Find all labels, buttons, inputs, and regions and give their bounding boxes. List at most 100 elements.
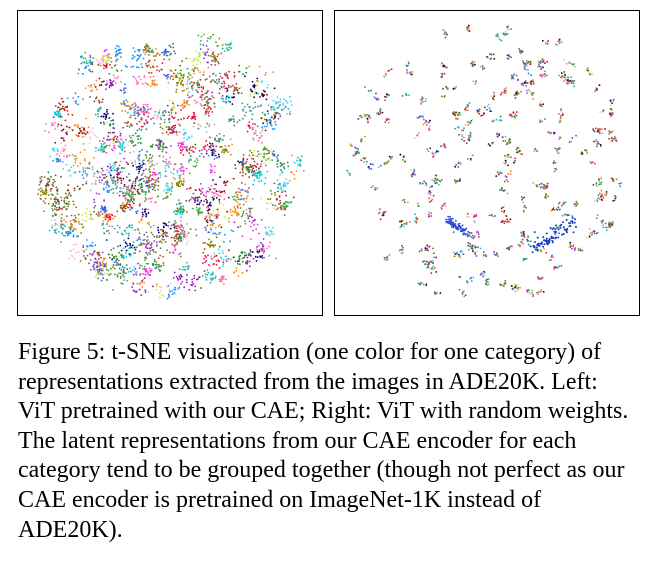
tsne-point — [119, 134, 122, 137]
tsne-point — [53, 113, 56, 116]
tsne-point — [180, 108, 183, 111]
tsne-point — [105, 60, 108, 63]
tsne-point — [466, 121, 469, 123]
tsne-point — [227, 258, 230, 261]
tsne-point — [142, 213, 144, 216]
tsne-point — [123, 279, 126, 282]
tsne-point — [128, 253, 131, 256]
tsne-point — [147, 64, 150, 67]
tsne-point — [282, 189, 285, 192]
tsne-point — [178, 203, 181, 206]
tsne-point — [121, 148, 124, 151]
tsne-point — [82, 177, 85, 180]
tsne-point — [210, 108, 212, 111]
tsne-point — [129, 247, 131, 250]
tsne-point — [248, 260, 251, 263]
tsne-point — [136, 135, 139, 138]
tsne-point — [179, 64, 182, 67]
tsne-point — [232, 115, 235, 118]
tsne-point — [59, 150, 62, 152]
tsne-point — [210, 228, 212, 231]
tsne-point — [147, 83, 150, 86]
tsne-point — [231, 195, 234, 198]
tsne-point — [207, 54, 210, 57]
tsne-point — [52, 202, 55, 205]
tsne-point — [122, 192, 124, 195]
tsne-point — [193, 277, 196, 280]
tsne-point — [93, 268, 96, 271]
tsne-point — [82, 168, 85, 171]
tsne-point — [258, 170, 261, 173]
tsne-point — [97, 214, 99, 217]
tsne-point — [100, 144, 103, 146]
tsne-point — [207, 114, 210, 117]
tsne-point — [203, 270, 206, 273]
tsne-point — [442, 204, 445, 206]
tsne-point — [90, 218, 93, 221]
tsne-point — [80, 130, 83, 132]
tsne-point — [168, 288, 171, 291]
tsne-point — [128, 135, 131, 137]
tsne-point — [82, 130, 85, 132]
tsne-point — [107, 269, 110, 272]
tsne-point — [211, 79, 214, 81]
tsne-point — [226, 49, 229, 52]
tsne-point — [207, 48, 210, 51]
tsne-point — [245, 208, 248, 211]
tsne-point — [519, 244, 521, 246]
tsne-point — [112, 176, 115, 179]
tsne-point — [129, 116, 132, 119]
tsne-point — [98, 140, 101, 143]
tsne-point — [138, 75, 141, 78]
tsne-point — [98, 84, 101, 87]
tsne-point — [155, 47, 157, 50]
tsne-point — [272, 226, 274, 229]
tsne-point — [105, 54, 108, 57]
tsne-point — [189, 198, 192, 201]
tsne-point — [157, 231, 160, 234]
tsne-point — [116, 176, 119, 179]
tsne-point — [210, 149, 213, 152]
tsne-point — [58, 102, 60, 105]
tsne-point — [188, 172, 191, 175]
tsne-point — [232, 177, 235, 180]
tsne-point — [259, 241, 262, 244]
tsne-point — [477, 246, 479, 249]
tsne-point — [103, 265, 106, 268]
tsne-point — [144, 53, 146, 56]
tsne-point — [121, 207, 124, 210]
tsne-point — [43, 192, 46, 195]
tsne-point — [69, 169, 71, 172]
tsne-point — [119, 275, 122, 278]
tsne-point — [224, 233, 226, 236]
tsne-point — [141, 183, 143, 186]
tsne-point — [108, 274, 111, 276]
tsne-point — [104, 215, 106, 218]
tsne-point — [130, 141, 133, 144]
tsne-point — [83, 61, 86, 64]
tsne-point — [142, 162, 145, 165]
tsne-point — [285, 194, 288, 197]
tsne-point — [158, 112, 160, 115]
tsne-point — [156, 65, 159, 68]
tsne-point — [255, 84, 257, 87]
tsne-point — [209, 171, 212, 174]
tsne-point — [53, 150, 56, 152]
tsne-point — [263, 162, 266, 165]
tsne-point — [176, 171, 179, 174]
tsne-point — [122, 126, 124, 129]
tsne-point — [286, 101, 289, 104]
tsne-point — [171, 293, 174, 296]
tsne-point — [140, 178, 143, 181]
tsne-point — [248, 209, 251, 212]
tsne-point — [242, 203, 245, 206]
tsne-point — [61, 161, 64, 164]
tsne-point — [170, 145, 172, 147]
tsne-point — [126, 249, 129, 252]
tsne-point — [180, 275, 183, 278]
tsne-point — [254, 255, 257, 258]
tsne-point — [212, 256, 215, 259]
tsne-point — [208, 75, 211, 78]
tsne-point — [94, 269, 97, 272]
tsne-point — [221, 82, 223, 85]
